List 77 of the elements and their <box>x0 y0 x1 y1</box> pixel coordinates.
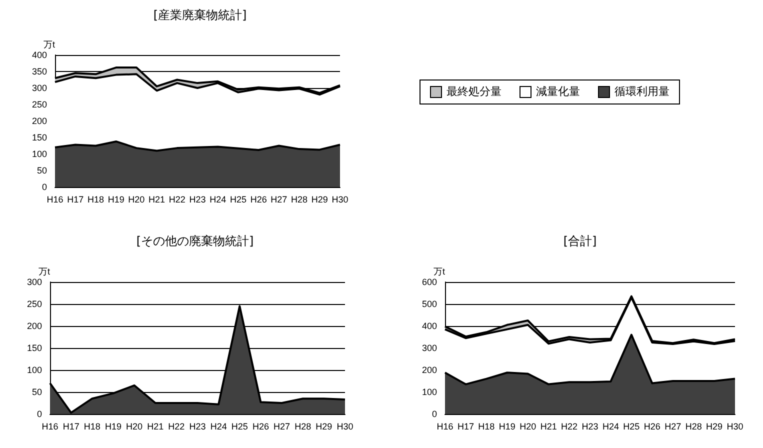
chart-title: [合計] <box>563 234 597 248</box>
x-tick-label: H21 <box>147 422 164 432</box>
x-tick-label: H25 <box>230 194 246 204</box>
x-tick-label: H24 <box>602 422 619 432</box>
y-tick-label: 200 <box>26 321 42 331</box>
x-tick-label: H29 <box>706 422 723 432</box>
x-tick-label: H20 <box>126 422 143 432</box>
x-tick-label: H20 <box>520 422 536 432</box>
x-tick-label: H17 <box>62 422 80 432</box>
x-tick-label: H22 <box>168 194 186 204</box>
x-tick-label: H21 <box>540 422 557 432</box>
y-tick-label: 400 <box>422 321 437 331</box>
x-tick-label: H28 <box>291 194 308 204</box>
x-tick-label: H29 <box>311 194 328 204</box>
x-tick-label: H18 <box>87 194 104 204</box>
y-axis-title: 万t <box>43 40 56 50</box>
x-tick-label: H23 <box>189 422 206 432</box>
y-tick-label: 150 <box>26 343 42 353</box>
x-tick-label: H23 <box>189 194 206 204</box>
y-tick-label: 500 <box>422 299 437 309</box>
x-tick-label: H16 <box>46 194 64 204</box>
x-tick-label: H27 <box>270 194 288 204</box>
y-tick-label: 100 <box>32 149 47 159</box>
x-tick-label: H30 <box>726 422 744 432</box>
legend-label: 減量化量 <box>536 85 580 98</box>
x-tick-label: H25 <box>231 422 248 432</box>
y-tick-label: 200 <box>422 365 437 375</box>
y-tick-label: 600 <box>422 277 437 287</box>
y-tick-label: 100 <box>422 387 437 397</box>
x-tick-label: H28 <box>294 422 312 432</box>
y-tick-label: 0 <box>42 182 47 192</box>
y-tick-label: 300 <box>32 83 47 93</box>
x-tick-label: H17 <box>457 422 474 432</box>
x-tick-label: H30 <box>336 422 354 432</box>
y-tick-label: 350 <box>32 66 47 76</box>
y-tick-label: 400 <box>32 50 47 60</box>
x-tick-label: H20 <box>128 194 145 204</box>
x-tick-label: H26 <box>252 422 269 432</box>
x-tick-label: H27 <box>274 422 290 432</box>
x-tick-label: H23 <box>582 422 598 432</box>
x-tick-label: H18 <box>478 422 495 432</box>
x-tick-label: H22 <box>168 422 185 432</box>
y-tick-label: 0 <box>432 409 437 419</box>
x-tick-label: H26 <box>644 422 660 432</box>
y-tick-label: 250 <box>32 100 47 110</box>
x-tick-label: H28 <box>685 422 702 432</box>
y-tick-label: 100 <box>26 365 42 375</box>
legend-label: 最終処分量 <box>446 86 502 98</box>
y-tick-label: 0 <box>36 409 42 419</box>
y-tick-label: 300 <box>26 277 42 287</box>
x-tick-label: H18 <box>84 422 100 432</box>
chart-title: [産業廃棄物統計] <box>153 8 247 22</box>
y-axis-title: 万t <box>38 266 50 276</box>
y-tick-label: 50 <box>36 166 47 176</box>
x-tick-label: H22 <box>561 422 578 432</box>
y-tick-label: 150 <box>32 132 47 142</box>
x-tick-label: H29 <box>316 422 332 432</box>
x-tick-label: H27 <box>664 422 682 432</box>
y-axis-title: 万t <box>433 266 446 276</box>
x-tick-label: H16 <box>436 422 454 432</box>
x-tick-label: H24 <box>210 194 226 204</box>
x-tick-label: H25 <box>623 422 640 432</box>
chart-title: [その他の廃棄物統計] <box>136 234 254 248</box>
x-tick-label: H26 <box>250 194 267 204</box>
x-tick-label: H17 <box>67 194 84 204</box>
x-tick-label: H19 <box>108 194 124 204</box>
x-tick-label: H19 <box>104 422 122 432</box>
y-tick-label: 250 <box>26 299 42 309</box>
x-tick-label: H24 <box>210 422 227 432</box>
x-tick-label: H21 <box>148 194 166 204</box>
x-tick-label: H16 <box>42 422 58 432</box>
y-tick-label: 300 <box>422 343 437 353</box>
x-tick-label: H30 <box>332 194 348 204</box>
x-tick-label: H19 <box>498 422 516 432</box>
y-tick-label: 50 <box>32 387 42 397</box>
legend-label: 循環利用量 <box>614 85 670 98</box>
y-tick-label: 200 <box>32 116 47 126</box>
